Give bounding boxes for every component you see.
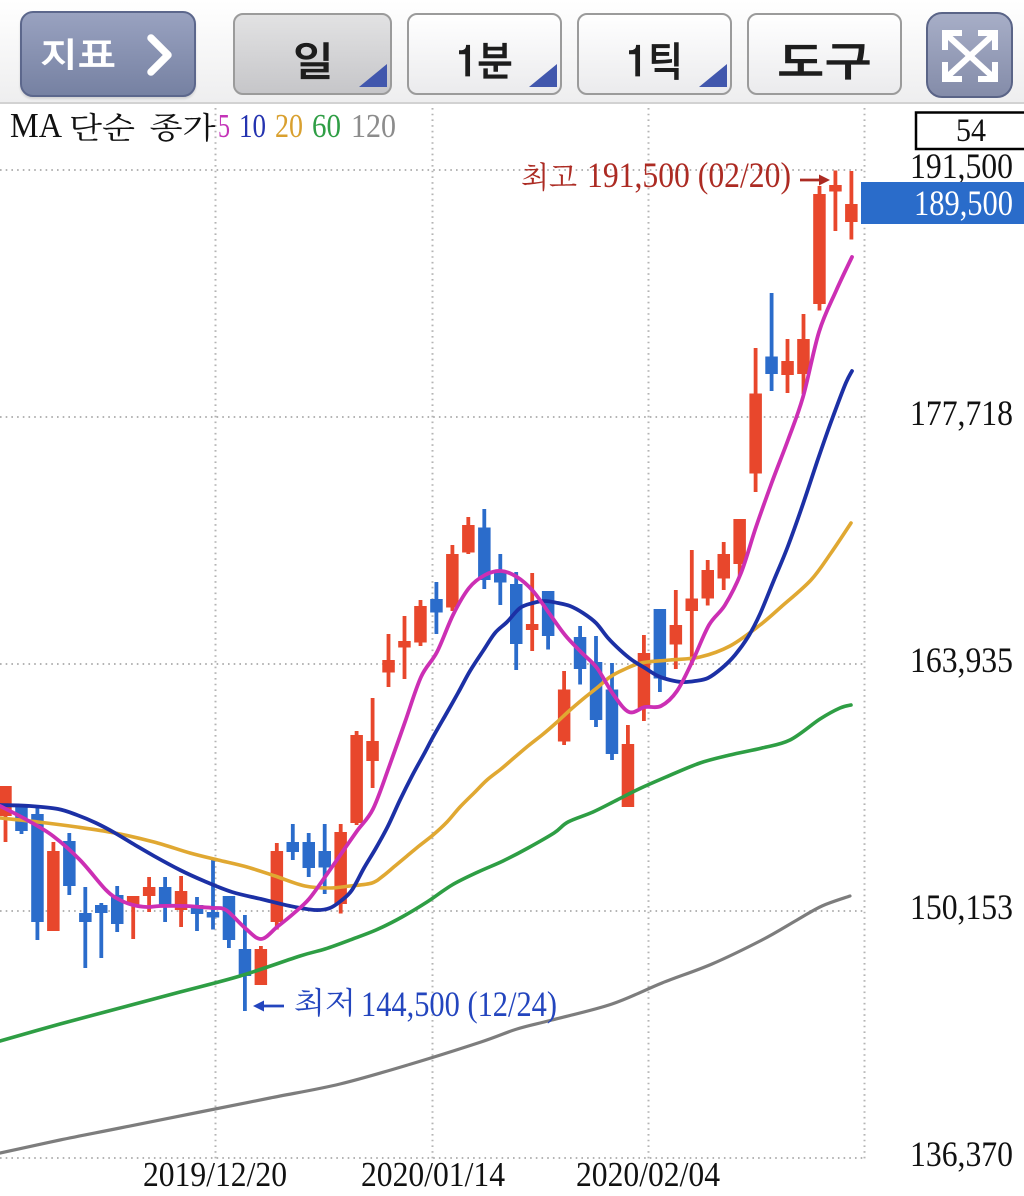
svg-text:120: 120: [351, 108, 396, 145]
svg-text:150,153: 150,153: [910, 887, 1013, 927]
svg-text:2019/12/20: 2019/12/20: [143, 1155, 287, 1194]
svg-text:2020/02/04: 2020/02/04: [576, 1155, 720, 1194]
svg-text:20: 20: [275, 108, 303, 145]
svg-text:191,500: 191,500: [910, 146, 1013, 186]
svg-text:177,718: 177,718: [910, 393, 1013, 433]
svg-text:136,370: 136,370: [910, 1134, 1013, 1174]
svg-text:2020/01/14: 2020/01/14: [361, 1155, 505, 1194]
svg-text:10: 10: [239, 108, 266, 145]
svg-text:60: 60: [312, 108, 341, 145]
svg-text:191,500 (02/20): 191,500 (02/20): [587, 155, 791, 195]
svg-text:189,500: 189,500: [914, 183, 1013, 223]
svg-text:MA: MA: [10, 106, 63, 145]
svg-text:144,500 (12/24): 144,500 (12/24): [361, 984, 557, 1024]
svg-text:5: 5: [218, 108, 230, 145]
svg-text:163,935: 163,935: [910, 640, 1013, 680]
svg-text:54: 54: [956, 113, 986, 149]
